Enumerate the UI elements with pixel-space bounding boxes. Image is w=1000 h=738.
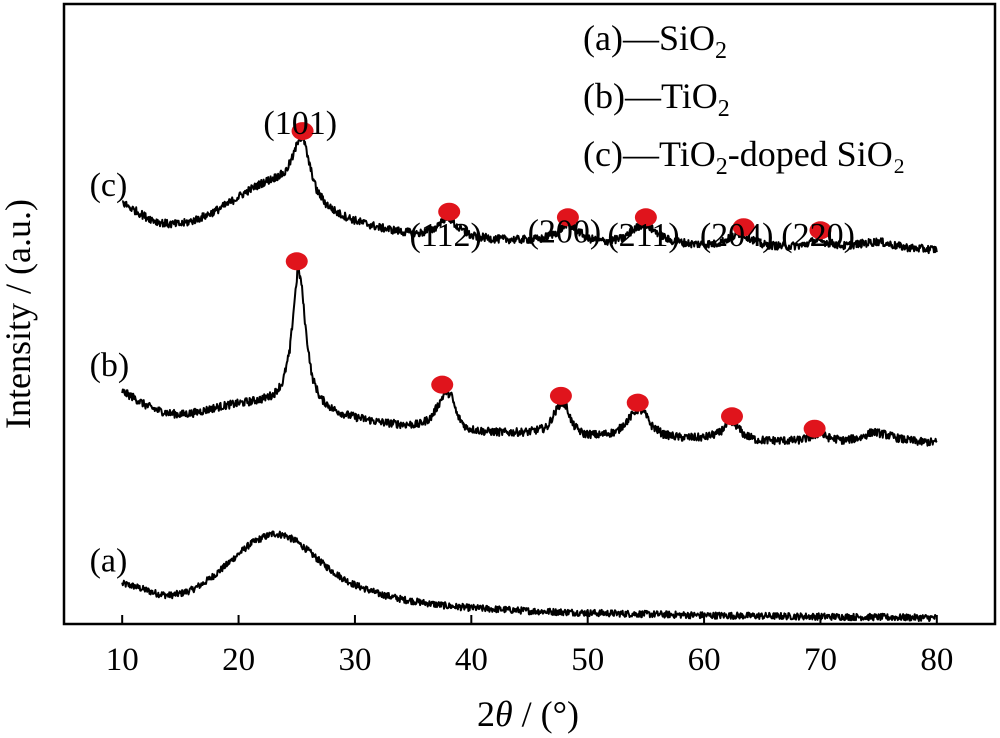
miller-index-4: (211): [607, 217, 679, 254]
peak-marker-b-4: [626, 393, 649, 412]
legend: (a)—SiO2 (b)—TiO2 (c)—TiO2-doped SiO₂: [583, 18, 905, 180]
peak-marker-b-1: [285, 252, 308, 271]
curve-label-c: (c): [90, 167, 128, 204]
peak-marker-c-3: [556, 208, 579, 227]
peak-marker-c-4: [634, 208, 657, 227]
x-axis-title: 2θ / (°): [477, 694, 579, 734]
miller-index-labels: (101) (112) (200) (211) (204) (220): [263, 105, 855, 254]
curve-label-b: (b): [90, 347, 130, 384]
legend-entry-3: (c)—TiO2-doped SiO₂: [583, 134, 905, 180]
x-tick-label-20: 20: [222, 642, 255, 678]
peak-marker-c-1: [291, 122, 314, 141]
legend-entry-2: (b)—TiO2: [583, 76, 730, 122]
miller-index-3: (200): [528, 214, 602, 251]
miller-index-1: (101): [263, 105, 337, 142]
series-line-a: [121, 530, 938, 622]
x-tick-label-70: 70: [804, 642, 837, 678]
peak-marker-b-3: [549, 386, 572, 405]
miller-index-2: (112): [410, 217, 482, 254]
series-group: [121, 134, 938, 622]
peak-marker-c-5: [732, 218, 755, 237]
series-line-c: [121, 134, 938, 255]
peak-marker-b-6: [803, 419, 826, 438]
curve-label-a: (a): [90, 542, 128, 579]
x-tick-label-10: 10: [106, 642, 139, 678]
peak-marker-b-2: [431, 375, 454, 394]
curve-labels: (a) (b) (c): [90, 167, 130, 579]
x-axis-ticks: 10 20 30 40 50 60 70 80: [106, 615, 953, 678]
miller-index-5: (204): [700, 217, 774, 254]
legend-entry-1: (a)—SiO2: [583, 18, 727, 64]
series-line-b: [121, 265, 938, 447]
peak-marker-b-5: [720, 407, 743, 426]
peak-marker-c-2: [438, 202, 461, 221]
peak-marker-c-6: [809, 221, 832, 240]
x-tick-label-60: 60: [688, 642, 721, 678]
peak-markers: [285, 122, 832, 438]
x-tick-label-50: 50: [571, 642, 604, 678]
y-axis-title: Intensity / (a.u.): [0, 199, 38, 429]
x-tick-label-40: 40: [455, 642, 488, 678]
x-tick-label-30: 30: [338, 642, 371, 678]
x-tick-label-80: 80: [920, 642, 953, 678]
miller-index-6: (220): [781, 217, 855, 254]
plot-frame: [62, 2, 997, 626]
